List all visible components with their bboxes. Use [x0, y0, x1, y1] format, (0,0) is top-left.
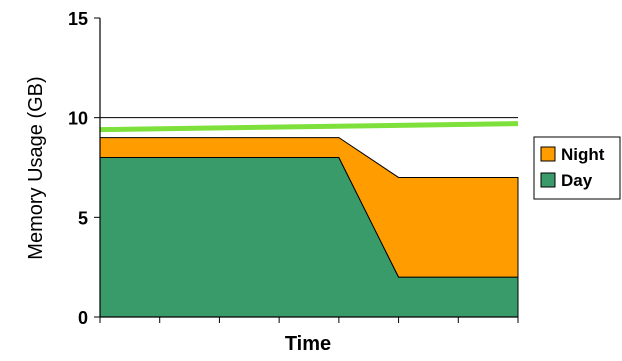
- legend-label-day: Day: [561, 171, 593, 190]
- y-axis-label: Memory Usage (GB): [25, 76, 47, 259]
- y-tick-label: 5: [78, 208, 88, 228]
- area-night: [99, 137, 519, 278]
- legend-swatch-night: [540, 146, 556, 162]
- threshold-line: [99, 121, 519, 133]
- legend-swatch-day: [540, 172, 556, 188]
- legend-box: [533, 136, 621, 200]
- y-tick-label: 10: [68, 109, 88, 129]
- y-tick-label: 0: [78, 308, 88, 328]
- legend: Night Day: [533, 136, 621, 200]
- legend-label-night: Night: [561, 145, 605, 164]
- x-axis-label: Time: [285, 333, 331, 355]
- plot-area: 0 5 10 15: [68, 9, 519, 328]
- y-tick-label: 15: [68, 9, 88, 29]
